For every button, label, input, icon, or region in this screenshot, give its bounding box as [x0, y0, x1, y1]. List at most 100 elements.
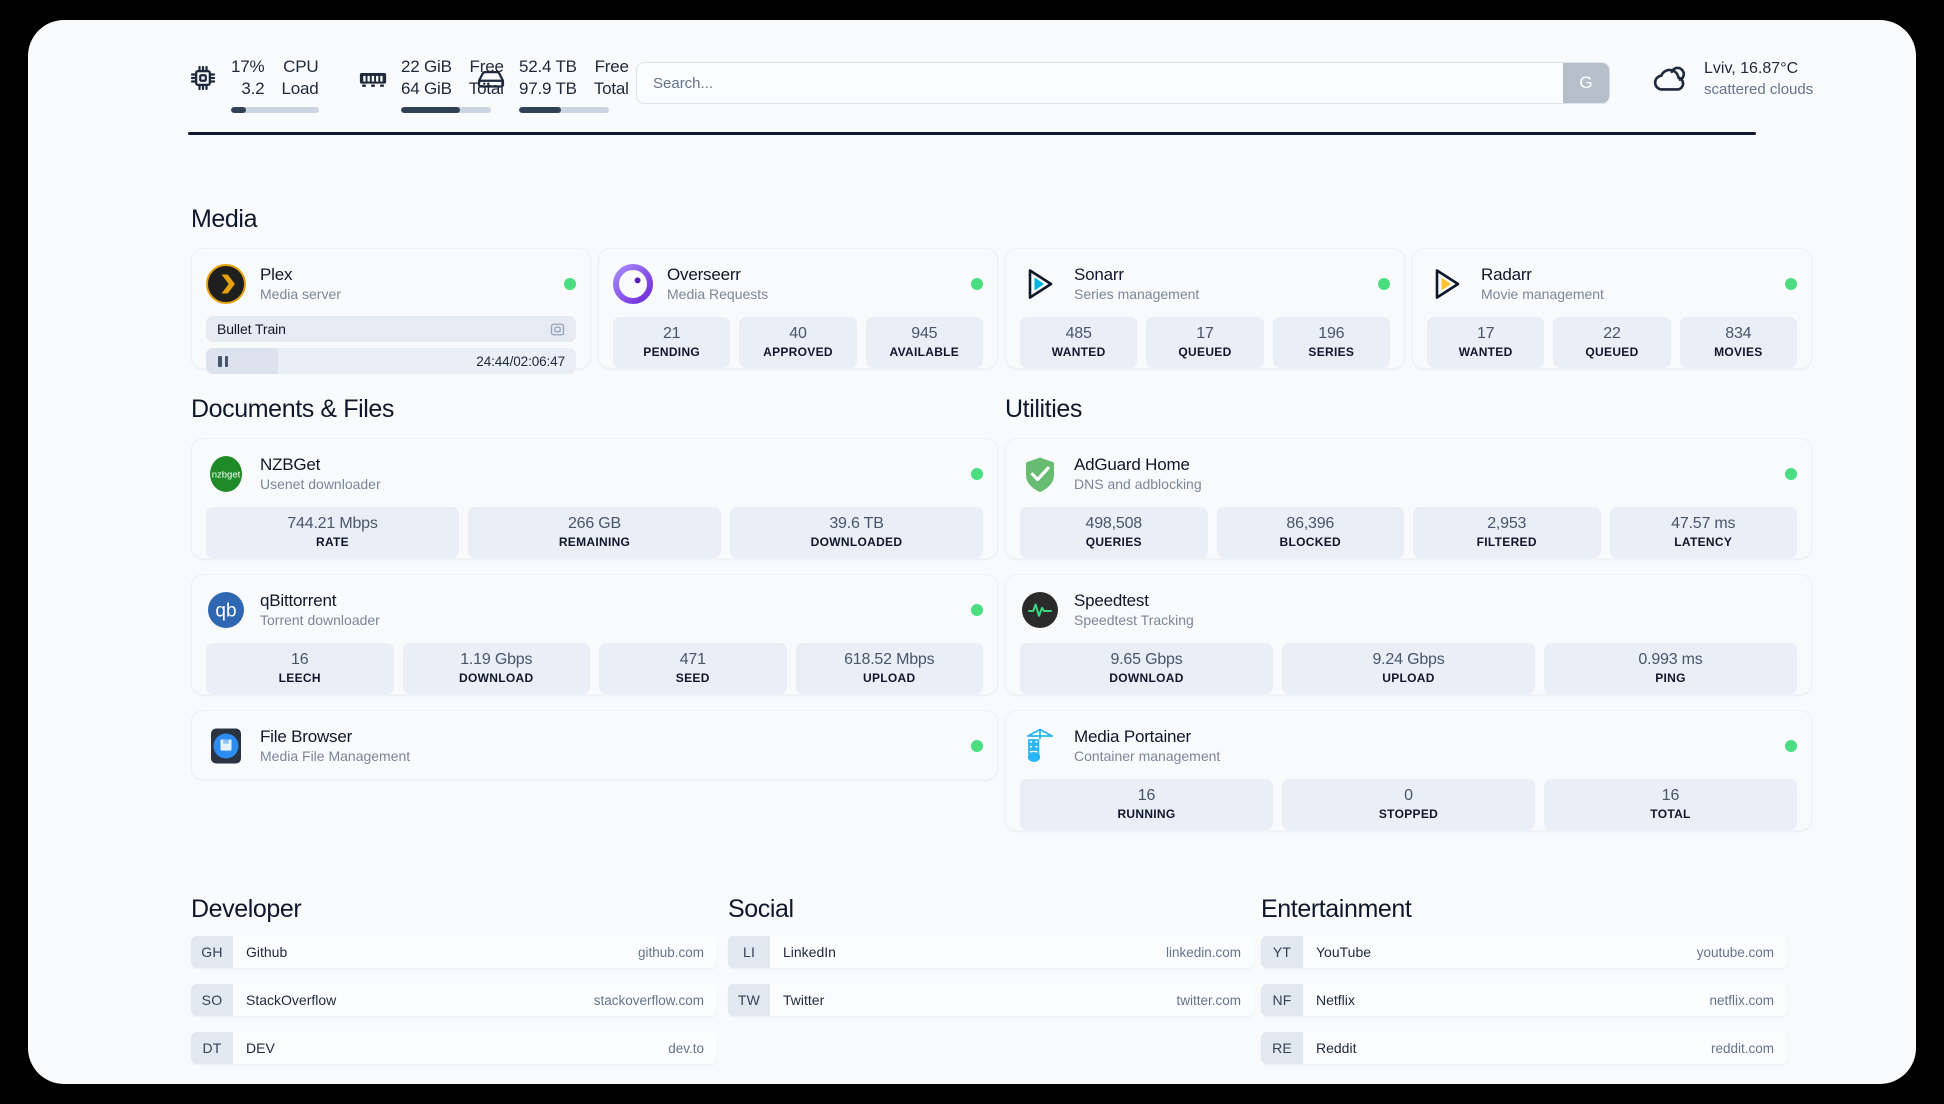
weather-condition: scattered clouds [1704, 81, 1814, 98]
stat-label: LATENCY [1674, 535, 1733, 549]
stat-tile: 744.21 Mbps RATE [206, 507, 459, 558]
service-subtitle: DNS and adblocking [1074, 476, 1202, 492]
stat-tile: 9.65 Gbps DOWNLOAD [1020, 643, 1273, 694]
stat-value: 39.6 TB [829, 515, 884, 532]
search-bar[interactable]: G [636, 62, 1610, 104]
service-title: AdGuard Home [1074, 455, 1190, 474]
now-playing-title: Bullet Train [217, 321, 286, 337]
bookmark-youtube[interactable]: YT YouTube youtube.com [1261, 936, 1787, 968]
service-card-overseerr[interactable]: Overseerr Media Requests 21 PENDING 40 A… [598, 248, 998, 369]
card-header: Speedtest Speedtest Tracking [1020, 587, 1797, 633]
bookmark-reddit[interactable]: RE Reddit reddit.com [1261, 1032, 1787, 1064]
stat-value: 196 [1318, 325, 1345, 342]
stat-value: 16 [291, 651, 309, 668]
card-header: AdGuard Home DNS and adblocking [1020, 451, 1797, 497]
bookmark-stackoverflow[interactable]: SO StackOverflow stackoverflow.com [191, 984, 717, 1016]
bookmark-name: YouTube [1316, 944, 1372, 960]
stat-tile: 2,953 FILTERED [1413, 507, 1601, 558]
pause-icon[interactable] [206, 355, 240, 367]
disk-label-bottom: Total [593, 79, 629, 98]
service-card-filebrowser[interactable]: File Browser Media File Management [191, 710, 998, 780]
service-card-qbittorrent[interactable]: qb qBittorrent Torrent downloader 16 LEE… [191, 574, 998, 695]
bookmark-url: youtube.com [1696, 944, 1774, 960]
cpu-label-top: CPU [283, 57, 319, 76]
service-subtitle: Movie management [1481, 286, 1604, 302]
bookmark-badge: DT [191, 1032, 233, 1064]
stat-value: 86,396 [1286, 515, 1335, 532]
cpu-value-top: 17% [231, 57, 265, 76]
search-input[interactable] [637, 63, 1563, 103]
stats-row: 9.65 Gbps DOWNLOAD 9.24 Gbps UPLOAD 0.99… [1020, 643, 1797, 694]
resource-cpu: 17% 3.2 CPU Load [188, 56, 319, 113]
stat-value: 17 [1476, 325, 1495, 342]
service-card-plex[interactable]: Plex Media server Bullet Train 24:44/02:… [191, 248, 591, 374]
stats-row: 21 PENDING 40 APPROVED 945 AVAILABLE [613, 317, 983, 368]
ram-value-bottom: 64 GiB [401, 79, 452, 98]
stat-label: SERIES [1308, 345, 1355, 359]
stat-value: 485 [1065, 325, 1092, 342]
bookmark-netflix[interactable]: NF Netflix netflix.com [1261, 984, 1787, 1016]
bookmark-dev[interactable]: DT DEV dev.to [191, 1032, 717, 1064]
stat-label: SEED [675, 671, 710, 685]
service-title: Overseerr [667, 265, 741, 284]
cast-icon[interactable] [550, 322, 565, 337]
service-subtitle: Media File Management [260, 748, 411, 764]
search-submit-button[interactable]: G [1563, 63, 1609, 103]
card-header: Radarr Movie management [1427, 261, 1797, 307]
playback-separator: / [509, 353, 514, 369]
stat-tile: 39.6 TB DOWNLOADED [730, 507, 983, 558]
card-header: qb qBittorrent Torrent downloader [206, 587, 983, 633]
cloud-icon [1650, 63, 1690, 95]
playback-progress-bar[interactable]: 24:44/02:06:47 [206, 348, 576, 374]
playback-duration: 02:06:47 [513, 353, 565, 369]
bookmark-url: dev.to [668, 1040, 704, 1056]
card-header: Sonarr Series management [1020, 261, 1390, 307]
service-title: Speedtest [1074, 591, 1149, 610]
bookmark-badge: YT [1261, 936, 1303, 968]
service-card-nzbget[interactable]: nzbget NZBGet Usenet downloader 744.21 M… [191, 438, 998, 559]
stat-tile: 17 QUEUED [1146, 317, 1264, 368]
bookmark-badge: RE [1261, 1032, 1303, 1064]
stat-tile: 22 QUEUED [1553, 317, 1671, 368]
stat-tile: 834 MOVIES [1679, 317, 1797, 368]
status-badge-online [564, 278, 576, 290]
stats-row: 498,508 QUERIES 86,396 BLOCKED 2,953 FIL… [1020, 507, 1797, 558]
disk-label-top: Free [594, 57, 629, 76]
stat-label: UPLOAD [1382, 671, 1435, 685]
weather-widget: Lviv, 16.87°C scattered clouds [1650, 58, 1813, 100]
stat-label: RATE [316, 535, 349, 549]
service-title: Plex [260, 265, 293, 284]
bookmark-linkedin[interactable]: LI LinkedIn linkedin.com [728, 936, 1254, 968]
stat-tile: 0.993 ms PING [1544, 643, 1797, 694]
bookmark-badge: NF [1261, 984, 1303, 1016]
dashboard-page: 17% 3.2 CPU Load [28, 20, 1916, 1084]
bookmark-url: github.com [637, 944, 704, 960]
stat-label: WANTED [1458, 345, 1513, 359]
stat-tile: 86,396 BLOCKED [1216, 507, 1404, 558]
stat-tile: 9.24 Gbps UPLOAD [1282, 643, 1535, 694]
service-card-sonarr[interactable]: Sonarr Series management 485 WANTED 17 Q… [1005, 248, 1405, 369]
service-card-portainer[interactable]: Media Portainer Container management 16 … [1005, 710, 1812, 831]
ram-value-top: 22 GiB [401, 57, 452, 76]
service-card-adguard[interactable]: AdGuard Home DNS and adblocking 498,508 … [1005, 438, 1812, 559]
stats-row: 16 LEECH 1.19 Gbps DOWNLOAD 471 SEED 618… [206, 643, 983, 694]
bookmark-url: stackoverflow.com [593, 992, 704, 1008]
stat-tile: 21 PENDING [613, 317, 731, 368]
service-card-speedtest[interactable]: Speedtest Speedtest Tracking 9.65 Gbps D… [1005, 574, 1812, 695]
bookmark-name: DEV [246, 1040, 275, 1056]
section-title-social: Social [728, 895, 794, 923]
service-subtitle: Torrent downloader [260, 612, 380, 628]
bookmark-github[interactable]: GH Github github.com [191, 936, 717, 968]
stats-row: 17 WANTED 22 QUEUED 834 MOVIES [1427, 317, 1797, 368]
stat-tile: 1.19 Gbps DOWNLOAD [402, 643, 590, 694]
ram-icon [358, 63, 388, 93]
bookmark-twitter[interactable]: TW Twitter twitter.com [728, 984, 1254, 1016]
disk-usage-bar [519, 107, 609, 113]
stat-tile: 17 WANTED [1427, 317, 1545, 368]
stat-tile: 485 WANTED [1020, 317, 1138, 368]
header-divider [188, 132, 1756, 135]
stat-value: 266 GB [567, 515, 622, 532]
service-card-radarr[interactable]: Radarr Movie management 17 WANTED 22 QUE… [1412, 248, 1812, 369]
card-header: Plex Media server [206, 261, 576, 307]
card-header: nzbget NZBGet Usenet downloader [206, 451, 983, 497]
